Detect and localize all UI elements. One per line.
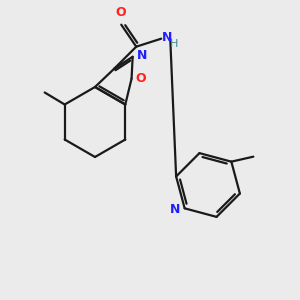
Text: N: N [170,203,181,216]
Text: O: O [136,72,146,85]
Text: N: N [137,49,147,62]
Text: N: N [162,31,172,44]
Text: O: O [115,6,126,19]
Text: H: H [170,39,178,49]
